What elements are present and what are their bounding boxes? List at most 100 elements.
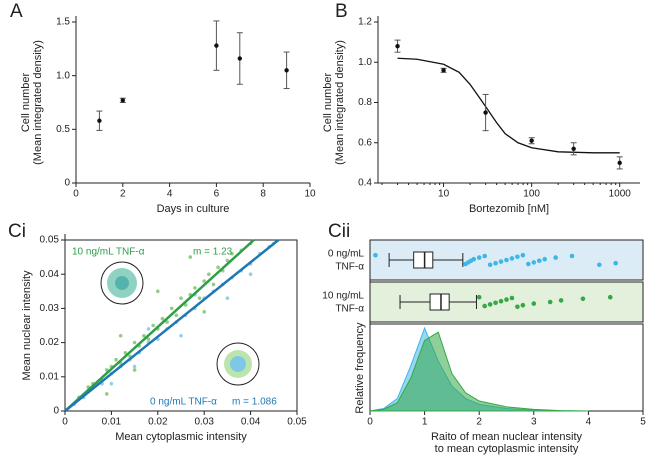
data-point <box>109 381 114 386</box>
y-tick-label: 0 <box>53 406 59 417</box>
x-tick-label: 0 <box>73 189 79 200</box>
data-point <box>179 296 183 300</box>
outlier <box>476 255 482 260</box>
x-tick-label: 0.02 <box>148 417 168 428</box>
series-label: 0 ng/mL TNF-α <box>150 397 217 408</box>
x-tick-label: 1000 <box>609 189 632 200</box>
outlier <box>569 253 575 259</box>
data-point <box>120 98 126 103</box>
outlier <box>553 255 558 260</box>
data-point <box>188 255 193 259</box>
x-tick-label: 5 <box>640 417 646 428</box>
data-point <box>211 282 216 287</box>
series-label: 10 ng/mL TNF-α <box>72 247 145 258</box>
data-point <box>132 364 137 369</box>
group-label: TNF-α <box>335 304 364 315</box>
cell-icon <box>100 261 260 386</box>
data-point <box>118 333 123 338</box>
x-tick-label: 1 <box>422 417 428 428</box>
data-point <box>179 333 183 338</box>
data-point <box>160 316 165 321</box>
x-tick-label: 0.01 <box>102 417 122 428</box>
data-point <box>202 310 206 314</box>
data-point <box>237 56 242 61</box>
outlier <box>607 294 613 300</box>
data-point <box>202 279 206 283</box>
x-tick-label: 10 <box>304 189 316 200</box>
data-point <box>156 289 160 294</box>
outlier <box>526 261 531 267</box>
y-tick-label: 0.03 <box>40 303 60 314</box>
data-point <box>142 333 146 338</box>
outlier <box>487 302 493 307</box>
data-point <box>146 337 151 341</box>
group-label: TNF-α <box>335 262 364 273</box>
x-tick-label: 4 <box>167 189 173 200</box>
outlier <box>509 295 515 301</box>
data-point <box>230 251 234 256</box>
panel-label: A <box>10 1 23 22</box>
x-tick-label: 0.03 <box>194 417 214 428</box>
density-area <box>369 331 589 412</box>
fit-line <box>64 239 280 412</box>
outlier <box>504 297 509 302</box>
outlier <box>613 260 618 266</box>
x-tick-label: 0 <box>367 417 373 428</box>
y-tick-label: 0.05 <box>40 235 60 246</box>
panel-label: Cii <box>328 221 350 242</box>
data-point <box>193 286 197 290</box>
fit-curve <box>397 57 620 154</box>
box <box>388 251 464 269</box>
data-point <box>104 392 109 396</box>
data-point <box>529 138 534 143</box>
slope-label: m = 1.23 <box>193 247 233 258</box>
data-point <box>151 323 155 328</box>
data-point <box>441 68 446 73</box>
y-axis-label: (Mean integrated density) <box>32 40 44 165</box>
x-tick-label: 2 <box>120 189 126 200</box>
x-tick-label: 6 <box>214 189 220 200</box>
data-point <box>395 43 400 49</box>
x-axis-label: Raito of mean nuclear intensity <box>431 431 583 443</box>
outlier <box>482 253 487 259</box>
y-tick-label: 1.0 <box>56 70 70 81</box>
outlier <box>597 262 602 268</box>
data-point <box>132 368 137 372</box>
data-point <box>248 272 253 277</box>
data-point <box>174 313 179 318</box>
data-point <box>165 320 169 324</box>
data-point <box>146 327 151 331</box>
y-axis-label: Cell number <box>322 73 334 133</box>
x-axis-label: Bortezomib [nM] <box>469 203 549 215</box>
outlier <box>482 303 487 309</box>
x-tick-label: 2 <box>476 417 482 428</box>
data-point <box>617 160 622 166</box>
y-axis-label: Cell number <box>20 73 32 133</box>
x-tick-label: 100 <box>523 189 540 200</box>
y-tick-label: 0.4 <box>358 178 372 189</box>
data-point <box>225 258 230 263</box>
y-axis-label: Mean nuclear intensity <box>21 270 33 381</box>
box <box>399 293 477 311</box>
x-axis-label: to mean cytoplasmic intensity <box>435 443 579 455</box>
data-point <box>571 146 576 151</box>
outlier <box>504 257 509 263</box>
data-point <box>207 272 211 277</box>
plot-frame <box>64 239 298 412</box>
y-tick-label: 0.04 <box>40 269 60 280</box>
outlier <box>487 262 493 268</box>
outlier <box>536 258 542 264</box>
outlier <box>471 256 477 262</box>
x-tick-label: 0.04 <box>241 417 261 428</box>
data-point <box>123 351 128 355</box>
data-point <box>216 265 220 270</box>
panel-label: B <box>335 1 348 22</box>
fit-line <box>64 239 255 412</box>
data-point <box>114 357 118 362</box>
y-tick-label: 0.5 <box>56 124 70 135</box>
data-point <box>225 296 230 300</box>
y-tick-label: 1.2 <box>358 17 372 28</box>
outlier <box>542 256 548 262</box>
data-point <box>483 110 488 115</box>
